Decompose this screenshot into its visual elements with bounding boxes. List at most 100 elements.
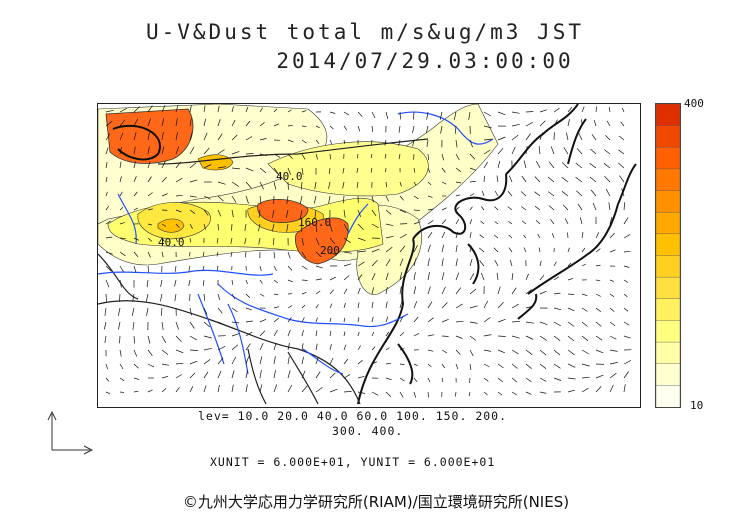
wind-vector (623, 307, 629, 312)
wind-vector (329, 276, 336, 281)
wind-vector (329, 111, 336, 114)
color-scale-swatch (656, 104, 680, 127)
wind-vector (133, 161, 136, 169)
wind-vector (189, 321, 195, 329)
wind-vector (385, 167, 387, 173)
wind-vector (161, 118, 165, 127)
wind-vector (595, 279, 601, 282)
wind-vector (259, 138, 267, 141)
wind-vector (343, 139, 346, 145)
wind-vector (329, 289, 334, 295)
wind-vector (273, 356, 276, 365)
wind-vector (413, 111, 415, 120)
wind-vector (468, 111, 471, 120)
wind-vector (511, 303, 519, 309)
wind-vector (538, 146, 541, 155)
color-scale-swatch (656, 341, 680, 365)
wind-vector (203, 195, 211, 200)
wind-vector (329, 139, 333, 145)
wind-vector (315, 251, 322, 258)
wind-vector (399, 209, 407, 213)
wind-vector (454, 125, 457, 134)
credit-line: ©九州大学応用力学研究所(RIAM)/国立環境研究所(NIES) (182, 493, 570, 511)
wind-vector (551, 233, 555, 239)
wind-vector (119, 107, 128, 113)
wind-vector (329, 223, 333, 232)
wind-vector (175, 209, 182, 213)
wind-vector (357, 391, 366, 394)
wind-vector (523, 247, 527, 253)
wind-vector (581, 335, 589, 342)
wind-vector (217, 209, 222, 217)
wind-vector (511, 273, 514, 281)
wind-vector (231, 344, 239, 351)
wind-vector (455, 231, 459, 239)
wind-vector (147, 389, 153, 393)
wind-vector (497, 286, 501, 295)
wind-vector (371, 139, 373, 146)
wind-vector (217, 166, 226, 169)
wind-vector (119, 161, 122, 169)
wind-vector (427, 208, 434, 211)
wind-vector (427, 377, 431, 383)
wind-vector (203, 147, 210, 155)
wind-vector (455, 335, 463, 339)
wind-vector (469, 363, 472, 370)
wind-vector (439, 111, 443, 120)
wind-vector (189, 237, 192, 243)
wind-vector (259, 279, 263, 284)
wind-vector (175, 118, 178, 127)
wind-vector (441, 219, 447, 225)
wind-vector (271, 223, 275, 232)
wind-vector (105, 147, 109, 155)
wind-vector (217, 195, 224, 202)
wind-vector (413, 332, 420, 337)
wind-vector (245, 370, 248, 379)
wind-vector (356, 167, 359, 174)
wind-vector (328, 195, 331, 204)
wind-vector (441, 377, 444, 382)
wind-vector (427, 272, 430, 281)
wind-vector (161, 146, 165, 155)
wind-vector (618, 162, 625, 169)
wind-vector (189, 179, 198, 183)
wind-vector (216, 251, 219, 257)
wind-vector (581, 376, 590, 379)
wind-vector (371, 273, 376, 281)
wind-vector (189, 162, 197, 169)
wind-vector (534, 205, 541, 211)
wind-vector (356, 181, 359, 189)
wind-vector (105, 251, 113, 255)
wind-vector (132, 293, 135, 302)
wind-vector (273, 370, 276, 379)
wind-vector (147, 160, 151, 169)
wind-vector (567, 232, 569, 239)
wind-vector (534, 176, 541, 183)
wind-vector (133, 335, 135, 344)
wind-vector (315, 139, 320, 145)
wind-vector (287, 317, 292, 323)
wind-vector (133, 207, 139, 211)
wind-vector (567, 377, 576, 380)
wind-vector (315, 265, 323, 269)
chart-title: U-V&Dust total m/s&ug/m3 JST (145, 20, 584, 44)
wind-vector (119, 293, 121, 303)
wind-vector (413, 221, 421, 225)
wind-vector (343, 125, 348, 131)
wind-vector (618, 149, 625, 155)
wind-vector (147, 363, 155, 368)
wind-vector (161, 375, 169, 379)
wind-vector (548, 205, 555, 211)
wind-vector (273, 181, 277, 190)
wind-vector (525, 363, 532, 369)
wind-vector (427, 334, 435, 337)
wind-vector (315, 387, 323, 393)
wind-vector (245, 167, 254, 172)
wind-vector (188, 279, 191, 287)
wind-vector (469, 167, 477, 171)
wind-vector (494, 190, 499, 197)
wind-vector (329, 153, 331, 160)
wind-vector (119, 335, 121, 344)
wind-vector (538, 247, 541, 253)
wind-vector (479, 234, 485, 239)
